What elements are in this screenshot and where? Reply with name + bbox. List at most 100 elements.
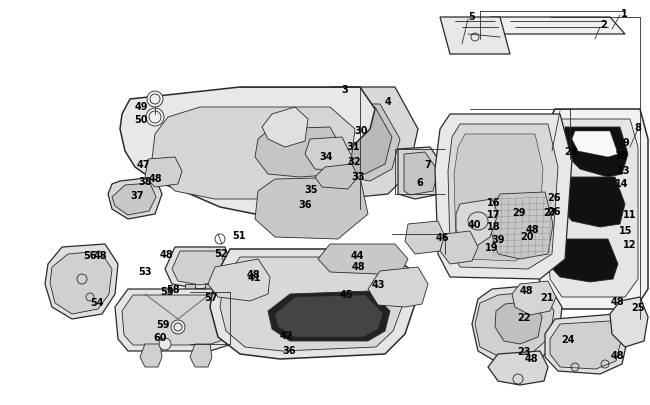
- Circle shape: [171, 320, 185, 334]
- Text: 2: 2: [601, 20, 607, 30]
- Polygon shape: [318, 244, 408, 274]
- Polygon shape: [456, 200, 498, 247]
- Text: 13: 13: [618, 166, 630, 175]
- Polygon shape: [172, 252, 226, 285]
- Text: 35: 35: [304, 185, 318, 194]
- Polygon shape: [565, 128, 628, 177]
- Polygon shape: [315, 164, 358, 190]
- Polygon shape: [512, 281, 556, 315]
- Text: 38: 38: [138, 177, 152, 187]
- Polygon shape: [255, 177, 368, 239]
- Text: 27: 27: [543, 207, 557, 217]
- Text: 16: 16: [488, 198, 500, 207]
- Polygon shape: [208, 259, 270, 301]
- Text: 51: 51: [232, 230, 246, 241]
- Polygon shape: [140, 344, 162, 367]
- Polygon shape: [152, 108, 355, 200]
- Text: 55: 55: [161, 286, 174, 296]
- Text: 49: 49: [135, 102, 148, 112]
- Polygon shape: [560, 177, 625, 228]
- Text: 48: 48: [93, 250, 107, 260]
- Polygon shape: [398, 148, 445, 200]
- Polygon shape: [185, 284, 195, 297]
- Text: 48: 48: [351, 261, 365, 271]
- Polygon shape: [108, 177, 162, 220]
- Text: 44: 44: [350, 250, 364, 260]
- Text: 32: 32: [347, 157, 361, 166]
- Text: 14: 14: [616, 179, 629, 189]
- Polygon shape: [115, 289, 235, 351]
- Polygon shape: [275, 295, 383, 337]
- Text: 53: 53: [138, 266, 151, 276]
- Polygon shape: [545, 314, 628, 374]
- Text: 3: 3: [342, 85, 348, 95]
- Text: 59: 59: [156, 319, 170, 329]
- Polygon shape: [495, 301, 542, 344]
- Polygon shape: [440, 231, 478, 264]
- Polygon shape: [546, 120, 638, 297]
- Text: 22: 22: [517, 312, 531, 322]
- Text: 28: 28: [564, 147, 578, 157]
- Text: 24: 24: [561, 334, 575, 344]
- Text: 19: 19: [486, 243, 499, 252]
- Text: 8: 8: [634, 123, 642, 133]
- Polygon shape: [448, 125, 558, 269]
- Polygon shape: [454, 135, 543, 261]
- Text: 56: 56: [83, 250, 97, 260]
- Text: 40: 40: [467, 220, 481, 230]
- Text: 50: 50: [135, 115, 148, 125]
- Text: 15: 15: [619, 226, 632, 235]
- Text: 39: 39: [491, 234, 505, 244]
- Text: 29: 29: [512, 207, 526, 217]
- Polygon shape: [475, 291, 554, 357]
- Text: 41: 41: [247, 272, 261, 282]
- Polygon shape: [405, 222, 445, 254]
- Text: 5: 5: [469, 12, 475, 22]
- Polygon shape: [112, 183, 156, 215]
- Text: 21: 21: [540, 292, 554, 302]
- Text: 36: 36: [282, 345, 296, 355]
- Polygon shape: [490, 192, 553, 259]
- Text: 1: 1: [621, 9, 627, 19]
- Text: 26: 26: [547, 192, 561, 202]
- Polygon shape: [268, 291, 390, 341]
- Polygon shape: [488, 351, 548, 385]
- Polygon shape: [255, 128, 345, 177]
- Polygon shape: [548, 239, 618, 282]
- Text: 30: 30: [354, 126, 368, 136]
- Text: 12: 12: [623, 239, 637, 249]
- Text: 48: 48: [246, 269, 260, 279]
- Circle shape: [147, 92, 163, 108]
- Text: 6: 6: [417, 177, 423, 188]
- Polygon shape: [435, 115, 572, 279]
- Polygon shape: [122, 295, 229, 345]
- Text: 10: 10: [616, 151, 629, 161]
- Polygon shape: [165, 247, 232, 289]
- Text: 9: 9: [623, 138, 629, 148]
- Polygon shape: [45, 244, 118, 319]
- Polygon shape: [404, 153, 438, 196]
- Polygon shape: [120, 88, 375, 215]
- Text: 18: 18: [488, 222, 500, 231]
- Polygon shape: [145, 158, 182, 188]
- Text: 42: 42: [280, 330, 292, 340]
- Polygon shape: [305, 138, 352, 172]
- Polygon shape: [332, 105, 400, 181]
- Text: 48: 48: [610, 296, 624, 306]
- Polygon shape: [220, 257, 402, 351]
- Polygon shape: [210, 249, 415, 359]
- Text: 17: 17: [488, 209, 500, 220]
- Text: 20: 20: [520, 231, 534, 241]
- Text: 23: 23: [517, 346, 531, 356]
- Circle shape: [159, 338, 171, 350]
- Text: 48: 48: [148, 174, 162, 183]
- Polygon shape: [333, 108, 392, 175]
- Text: 45: 45: [339, 289, 353, 299]
- Text: 43: 43: [371, 279, 385, 289]
- Polygon shape: [550, 321, 621, 369]
- Text: 33: 33: [351, 172, 365, 181]
- Text: 60: 60: [153, 332, 167, 342]
- Text: 58: 58: [166, 284, 180, 294]
- Text: 7: 7: [424, 160, 432, 170]
- Text: 48: 48: [519, 285, 533, 295]
